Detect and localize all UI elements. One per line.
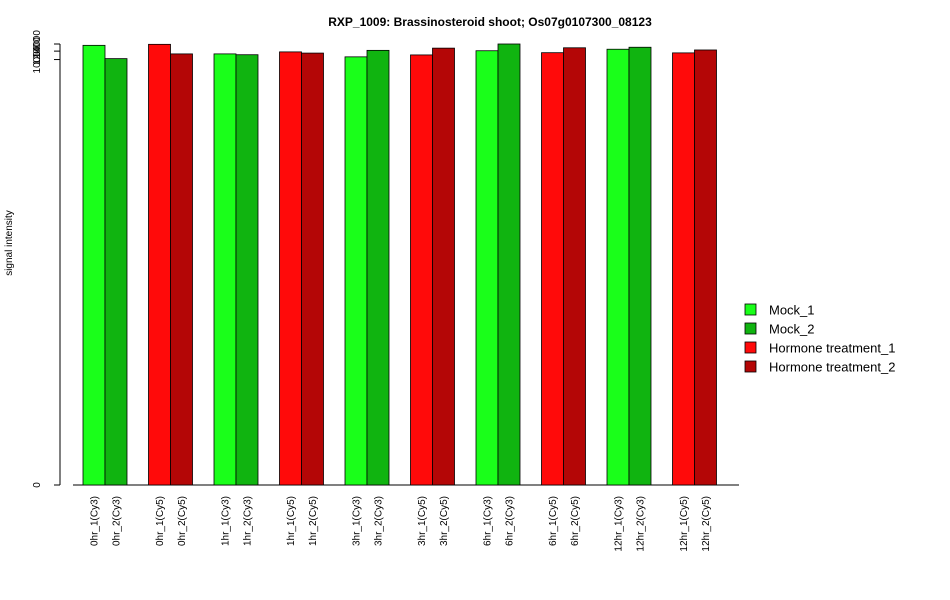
bar xyxy=(672,52,695,486)
y-tick-label: 0 xyxy=(32,482,43,488)
bar xyxy=(366,49,390,486)
bar xyxy=(104,58,128,486)
bar xyxy=(475,50,499,486)
bar xyxy=(606,48,630,486)
bar xyxy=(563,47,586,486)
x-tick-label: 1hr_2(Cy5) xyxy=(308,496,319,546)
x-tick-label: 6hr_1(Cy3) xyxy=(483,496,494,546)
bar xyxy=(82,44,106,486)
bar xyxy=(497,43,521,486)
legend-swatch xyxy=(744,303,757,316)
x-tick-label: 12hr_2(Cy3) xyxy=(636,496,647,552)
legend-label: Mock_1 xyxy=(769,303,815,318)
legend-swatch xyxy=(744,341,757,354)
legend-swatch xyxy=(744,360,757,373)
x-tick-label: 6hr_2(Cy5) xyxy=(570,496,581,546)
x-tick-label: 1hr_1(Cy5) xyxy=(286,496,297,546)
x-tick-label: 1hr_1(Cy3) xyxy=(221,496,232,546)
bar xyxy=(344,56,368,486)
x-tick-label: 0hr_1(Cy5) xyxy=(155,496,166,546)
legend-label: Hormone treatment_2 xyxy=(769,360,895,375)
bar xyxy=(410,54,433,486)
bar xyxy=(148,43,171,486)
bar xyxy=(628,46,652,486)
legend-swatch xyxy=(744,322,757,335)
y-tick-label: 10000 xyxy=(32,45,43,73)
y-axis-label: signal intensity xyxy=(4,210,15,276)
y-tick-label: 14000 xyxy=(32,30,43,58)
x-tick-label: 3hr_1(Cy5) xyxy=(417,496,428,546)
bar xyxy=(170,53,193,486)
bar xyxy=(301,52,324,486)
bar xyxy=(235,54,259,486)
legend-label: Hormone treatment_1 xyxy=(769,341,895,356)
bar xyxy=(694,49,717,486)
x-tick-label: 12hr_2(Cy5) xyxy=(701,496,712,552)
x-tick-label: 3hr_1(Cy3) xyxy=(352,496,363,546)
x-tick-label: 3hr_2(Cy3) xyxy=(374,496,385,546)
x-tick-label: 0hr_2(Cy5) xyxy=(177,496,188,546)
bar xyxy=(541,52,564,486)
legend-label: Mock_2 xyxy=(769,322,815,337)
bars-group xyxy=(82,43,717,486)
x-tick-label: 0hr_2(Cy3) xyxy=(112,496,123,546)
y-tick-label: 12000 xyxy=(32,37,43,65)
x-tick-label: 12hr_1(Cy5) xyxy=(679,496,690,552)
chart-title: RXP_1009: Brassinosteroid shoot; Os07g01… xyxy=(328,15,652,29)
x-tick-label: 12hr_1(Cy3) xyxy=(614,496,625,552)
x-tick-label: 6hr_1(Cy5) xyxy=(548,496,559,546)
legend: Mock_1 Mock_2 Hormone treatment_1 Hormone t… xyxy=(744,303,895,375)
x-tick-label: 0hr_1(Cy3) xyxy=(90,496,101,546)
bar xyxy=(279,51,302,486)
bar xyxy=(213,53,237,486)
x-tick-label: 3hr_2(Cy5) xyxy=(439,496,450,546)
bar xyxy=(432,47,455,486)
x-tick-label: 1hr_2(Cy3) xyxy=(243,496,254,546)
x-tick-labels: 0hr_1(Cy3) 0hr_2(Cy3) 0hr_1(Cy5) 0hr_2(Cy5)… xyxy=(90,496,713,552)
x-tick-label: 6hr_2(Cy3) xyxy=(505,496,516,546)
